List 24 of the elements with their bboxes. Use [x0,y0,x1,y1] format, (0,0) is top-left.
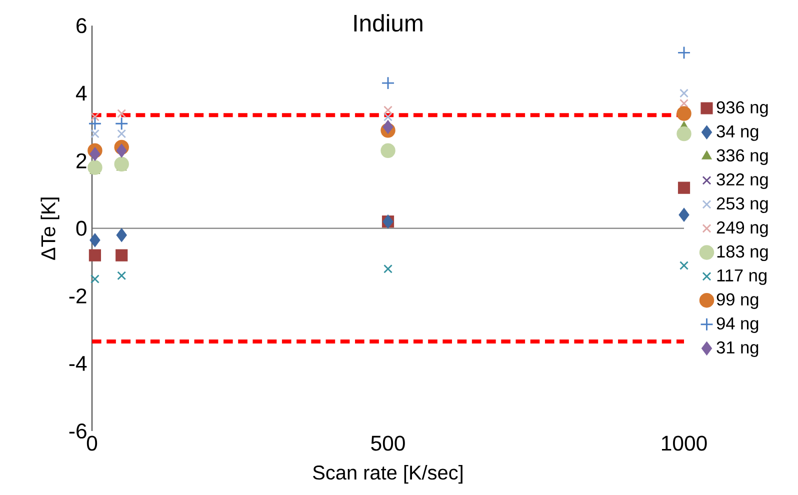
y-tick-label: 0 [76,220,86,236]
legend-label: 249 ng [716,221,768,238]
y-tick-label: 4 [76,86,87,101]
x-tick-label: 0 [86,436,98,451]
legend-label: 322 ng [716,173,768,189]
y-tick-label: 2 [76,153,86,168]
y-tick-label: 6 [76,18,86,34]
legend-label: 31 ng [716,341,758,358]
legend-label: 117 ng [717,269,766,285]
legend-label: 253 ng [716,197,768,213]
x-axis-title: Scan rate [K/sec] [313,465,462,484]
legend-label: 34 ng [716,125,758,141]
y-tick-label: -4 [69,356,87,371]
legend-label: 94 ng [716,317,758,333]
y-tick-label: -6 [69,423,86,439]
y-axis-title: ΔTe [K] [40,198,60,260]
y-tick-label: -2 [69,288,86,304]
x-tick-label: 500 [371,436,405,451]
chart-title: Indium [354,14,422,32]
legend-label: 99 ng [716,293,758,309]
legend-label: 936 ng [716,101,768,117]
legend-label: 183 ng [717,245,768,262]
legend-label: 336 ng [716,149,768,165]
x-tick-label: 1000 [662,436,707,451]
